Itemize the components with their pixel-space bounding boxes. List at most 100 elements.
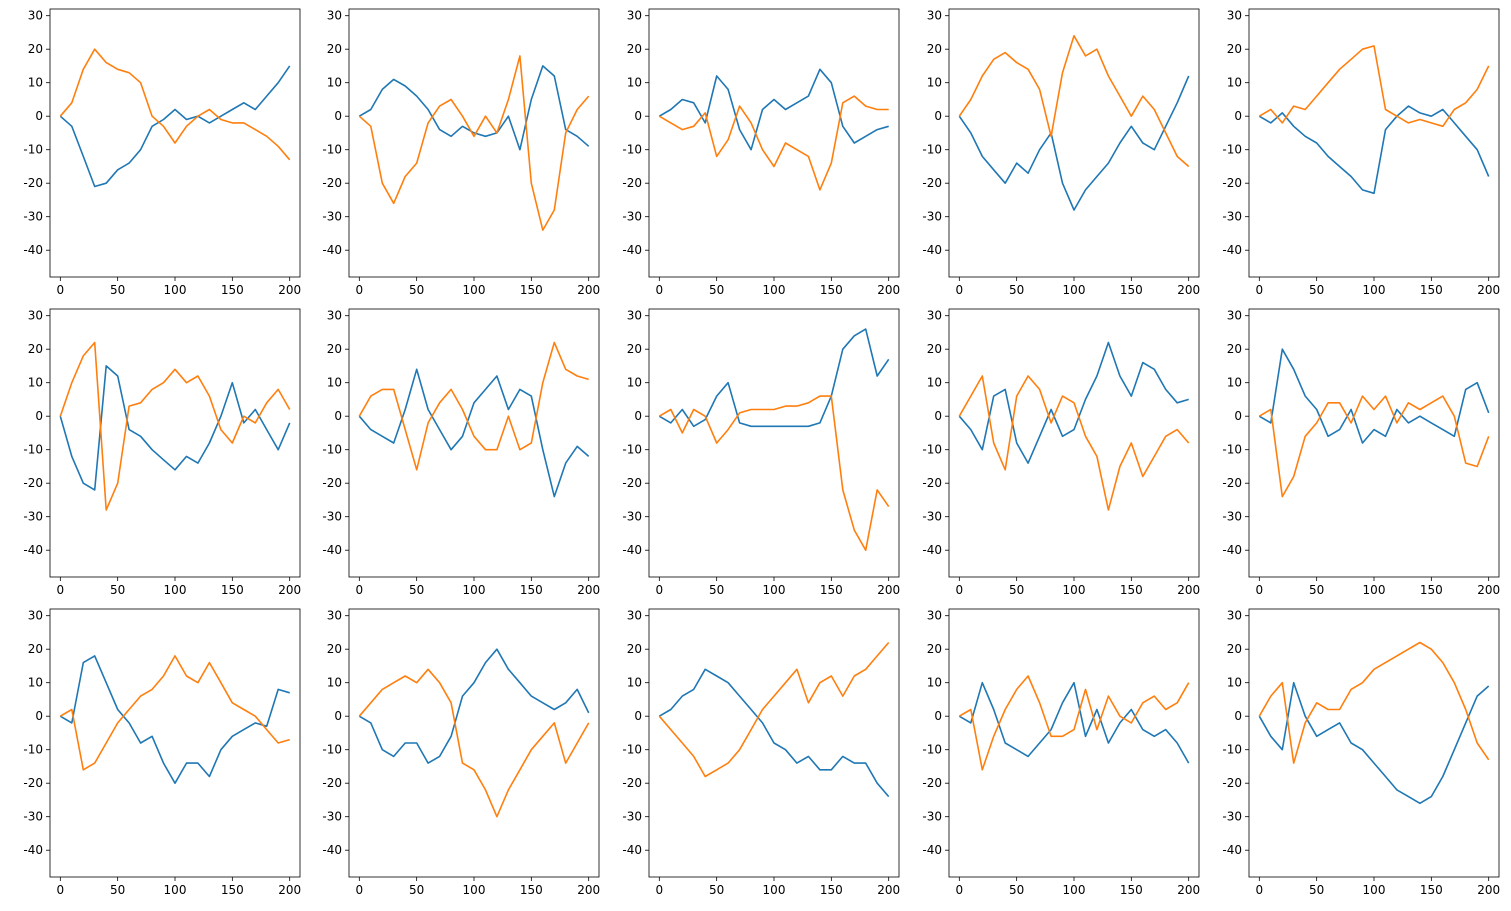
x-tick-label: 100	[1063, 883, 1086, 897]
x-tick-label: 150	[221, 583, 244, 597]
x-tick-label: 50	[110, 883, 125, 897]
axes-frame	[1248, 608, 1500, 878]
axes-frame	[348, 8, 600, 278]
x-tick-label: 0	[656, 883, 664, 897]
series-line-blue	[59, 65, 291, 188]
x-tick-label: 0	[356, 283, 364, 297]
y-tick-label: 0	[35, 409, 43, 423]
x-tick-label: 0	[956, 883, 964, 897]
series-line-orange	[658, 95, 889, 191]
y-tick-label: -10	[23, 143, 43, 157]
y-tick-label: 0	[634, 409, 642, 423]
series-line-blue	[1258, 348, 1490, 444]
x-tick-label: 50	[1009, 283, 1024, 297]
y-tick-label: 20	[627, 642, 642, 656]
y-tick-label: 10	[327, 676, 342, 690]
y-tick-label: -40	[622, 843, 642, 857]
y-tick-label: -20	[922, 176, 942, 190]
y-tick-label: 0	[35, 709, 43, 723]
series-line-orange	[658, 641, 890, 778]
y-tick-label: 30	[1227, 309, 1242, 323]
y-tick-label: 10	[327, 376, 342, 390]
series-line-orange	[59, 655, 290, 771]
series-line-blue	[658, 68, 889, 151]
x-tick-label: 50	[1309, 283, 1324, 297]
y-tick-label: 30	[327, 609, 342, 623]
y-tick-label: 0	[934, 409, 942, 423]
y-tick-label: 20	[627, 42, 642, 56]
series-line-orange	[958, 375, 1190, 511]
y-tick-label: 20	[327, 642, 342, 656]
x-tick-label: 150	[221, 283, 244, 297]
y-tick-label: -40	[23, 243, 43, 257]
y-tick-label: 20	[28, 42, 43, 56]
x-tick-label: 0	[956, 283, 964, 297]
y-tick-label: 0	[35, 109, 43, 123]
y-tick-label: -20	[322, 176, 342, 190]
x-tick-label: 0	[1256, 283, 1264, 297]
series-line-orange	[1258, 395, 1490, 498]
y-tick-label: -20	[622, 476, 642, 490]
y-tick-label: -30	[922, 210, 942, 224]
series-line-blue	[59, 655, 290, 785]
y-tick-label: -40	[1222, 543, 1242, 557]
y-tick-label: -40	[322, 243, 342, 257]
y-tick-label: -30	[322, 210, 342, 224]
y-tick-label: -40	[322, 543, 342, 557]
y-tick-label: -10	[622, 743, 642, 757]
x-tick-label: 200	[278, 583, 301, 597]
y-tick-label: -40	[922, 243, 942, 257]
y-tick-label: 10	[1227, 76, 1242, 90]
x-tick-label: 100	[463, 583, 486, 597]
x-tick-label: 0	[956, 583, 964, 597]
y-tick-label: -20	[322, 476, 342, 490]
x-tick-label: 150	[1120, 583, 1143, 597]
x-tick-label: 50	[1309, 583, 1324, 597]
x-tick-label: 200	[1177, 583, 1200, 597]
y-tick-label: -10	[1222, 443, 1242, 457]
x-tick-label: 100	[763, 583, 786, 597]
y-tick-label: 0	[334, 409, 342, 423]
series-line-orange	[1258, 45, 1490, 128]
axes-frame	[348, 308, 600, 578]
x-tick-label: 200	[1477, 583, 1500, 597]
x-tick-label: 200	[1477, 283, 1500, 297]
x-tick-label: 0	[656, 283, 664, 297]
y-tick-label: 20	[1227, 642, 1242, 656]
x-tick-label: 50	[1309, 883, 1324, 897]
y-tick-label: 30	[1227, 609, 1242, 623]
x-tick-label: 100	[1363, 283, 1386, 297]
x-tick-label: 50	[409, 883, 424, 897]
x-tick-label: 0	[57, 883, 65, 897]
x-tick-label: 150	[520, 283, 543, 297]
y-tick-label: 30	[627, 609, 642, 623]
y-tick-label: 10	[28, 376, 43, 390]
y-tick-label: 0	[1234, 109, 1242, 123]
y-tick-label: -30	[622, 510, 642, 524]
y-tick-label: 20	[1227, 342, 1242, 356]
y-tick-label: 10	[1227, 376, 1242, 390]
y-tick-label: -30	[1222, 810, 1242, 824]
x-tick-label: 200	[577, 283, 600, 297]
x-tick-label: 0	[1256, 583, 1264, 597]
series-line-blue	[358, 65, 590, 151]
x-tick-label: 100	[463, 283, 486, 297]
x-tick-label: 100	[1063, 583, 1086, 597]
series-line-orange	[658, 395, 890, 552]
y-tick-label: 0	[934, 709, 942, 723]
series-line-orange	[958, 34, 1190, 168]
y-tick-label: -20	[23, 176, 43, 190]
x-tick-label: 50	[409, 283, 424, 297]
x-tick-label: 200	[278, 283, 301, 297]
y-tick-label: 30	[927, 9, 942, 23]
y-tick-label: 20	[627, 342, 642, 356]
series-line-orange	[59, 48, 291, 161]
series-line-orange	[358, 341, 589, 471]
y-tick-label: -10	[322, 743, 342, 757]
